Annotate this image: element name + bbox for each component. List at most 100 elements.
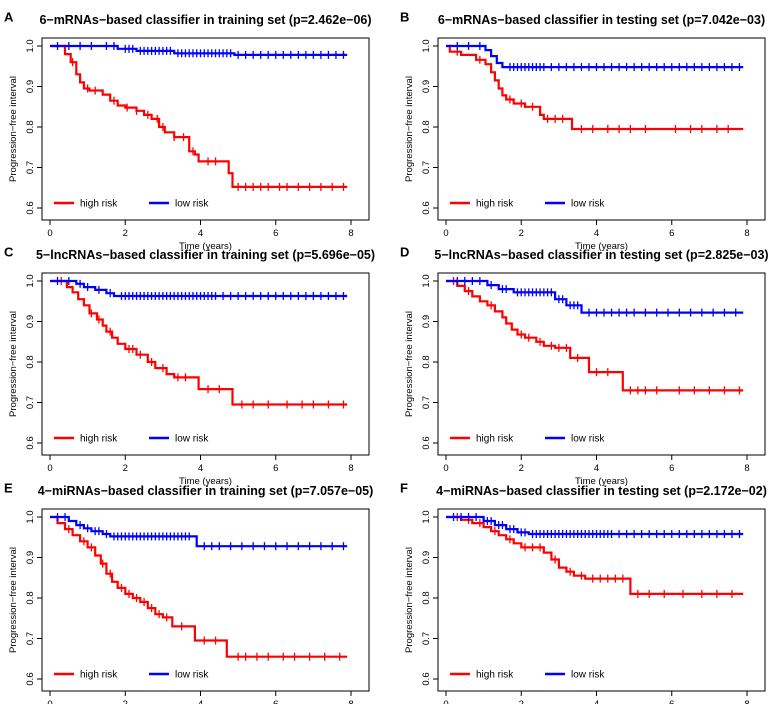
survival-curve (446, 515, 744, 595)
x-tick-label: 0 (47, 699, 52, 704)
plot-frame (41, 272, 370, 456)
x-tick-label: 4 (594, 463, 599, 474)
x-axis-label: Time (years) (575, 476, 628, 487)
panel-title: 4−miRNAs−based classifier in training se… (38, 484, 374, 498)
x-tick-label: 0 (47, 463, 52, 474)
x-tick-label: 8 (744, 699, 749, 704)
y-tick-label: 1.0 (421, 274, 432, 287)
survival-curve (50, 515, 348, 548)
plot-frame (437, 272, 766, 456)
x-tick-label: 4 (198, 699, 203, 704)
x-tick-label: 0 (47, 228, 52, 239)
x-tick-label: 0 (443, 463, 448, 474)
survival-curve (50, 279, 348, 406)
y-tick-label: 1.0 (25, 39, 36, 52)
x-tick-label: 8 (744, 463, 749, 474)
legend-label: low risk (571, 670, 605, 681)
y-axis-label: Progression−free interval (404, 311, 415, 417)
y-tick-label: 0.9 (421, 80, 432, 93)
km-panel-a: A 6−mRNAs−based classifier in training se… (4, 10, 372, 252)
survival-curve (50, 279, 348, 298)
x-tick-label: 2 (123, 228, 128, 239)
legend-label: low risk (571, 434, 605, 445)
legend-label: high risk (80, 670, 118, 681)
x-tick-label: 4 (594, 228, 599, 239)
x-axis-label: Time (years) (179, 476, 232, 487)
y-tick-label: 0.7 (421, 161, 432, 174)
series-high-risk (446, 277, 744, 395)
km-panel-b: B 6−mRNAs−based classifier in testing set… (400, 10, 766, 252)
y-tick-label: 0.7 (421, 632, 432, 645)
x-tick-label: 6 (273, 699, 278, 704)
y-axis-label: Progression−free interval (404, 547, 415, 653)
y-tick-label: 1.0 (421, 39, 432, 52)
legend-label: low risk (175, 434, 209, 445)
series-low-risk (50, 42, 348, 59)
y-axis-label: Progression−free interval (404, 76, 415, 182)
x-tick-label: 6 (669, 228, 674, 239)
y-tick-label: 0.6 (421, 436, 432, 449)
legend-label: high risk (476, 434, 514, 445)
series-low-risk (50, 277, 348, 300)
y-tick-label: 0.6 (421, 201, 432, 214)
y-tick-label: 0.7 (421, 396, 432, 409)
y-tick-label: 0.8 (25, 355, 36, 368)
legend-label: low risk (175, 670, 209, 681)
y-tick-label: 0.6 (25, 201, 36, 214)
y-tick-label: 0.8 (25, 591, 36, 604)
panel-label: B (400, 10, 409, 25)
y-axis-label: Progression−free interval (8, 76, 19, 182)
y-tick-label: 0.9 (421, 315, 432, 328)
y-tick-label: 0.9 (421, 551, 432, 564)
x-tick-label: 6 (273, 228, 278, 239)
survival-curve (446, 515, 744, 536)
series-high-risk (50, 44, 348, 191)
y-tick-label: 0.8 (25, 120, 36, 133)
y-tick-label: 0.7 (25, 632, 36, 645)
plot-frame (41, 37, 370, 221)
x-tick-label: 4 (198, 228, 203, 239)
series-high-risk (50, 515, 348, 661)
y-tick-label: 0.9 (25, 80, 36, 93)
survival-curve (446, 44, 744, 69)
x-tick-label: 6 (273, 463, 278, 474)
panel-label: D (400, 245, 409, 260)
legend-label: high risk (476, 670, 514, 681)
legend-label: high risk (80, 199, 118, 210)
x-tick-label: 6 (669, 699, 674, 704)
km-panel-e: E 4−miRNAs−based classifier in training s… (4, 481, 373, 704)
legend-label: low risk (175, 199, 209, 210)
x-tick-label: 2 (123, 699, 128, 704)
series-low-risk (446, 42, 744, 72)
x-tick-label: 8 (744, 228, 749, 239)
y-axis-label: Progression−free interval (8, 547, 19, 653)
y-tick-label: 0.8 (421, 120, 432, 133)
x-tick-label: 8 (348, 699, 353, 704)
series-high-risk (446, 44, 744, 134)
panel-title: 5−lncRNAs−based classifier in training s… (36, 248, 375, 262)
y-tick-label: 0.8 (421, 355, 432, 368)
legend-label: high risk (80, 434, 118, 445)
series-high-risk (446, 513, 744, 598)
legend-label: low risk (571, 199, 605, 210)
y-axis-label: Progression−free interval (8, 311, 19, 417)
km-panel-c: C 5−lncRNAs−based classifier in training … (4, 245, 375, 487)
survival-curve (446, 279, 744, 392)
y-tick-label: 0.6 (25, 436, 36, 449)
x-tick-label: 2 (519, 699, 524, 704)
x-tick-label: 0 (443, 228, 448, 239)
x-tick-label: 8 (348, 463, 353, 474)
panel-label: C (4, 245, 14, 260)
km-panel-f: F 4−miRNAs−based classifier in testing se… (400, 481, 767, 704)
plot-frame (437, 37, 766, 221)
x-tick-label: 8 (348, 228, 353, 239)
y-tick-label: 0.7 (25, 161, 36, 174)
x-axis-label: Time (years) (575, 241, 628, 252)
y-tick-label: 0.8 (421, 591, 432, 604)
x-tick-label: 2 (123, 463, 128, 474)
x-axis-label: Time (years) (179, 241, 232, 252)
panel-title: 4−miRNAs−based classifier in testing set… (436, 484, 767, 498)
panel-title: 6−mRNAs−based classifier in testing set … (438, 13, 765, 27)
y-tick-label: 1.0 (25, 510, 36, 523)
